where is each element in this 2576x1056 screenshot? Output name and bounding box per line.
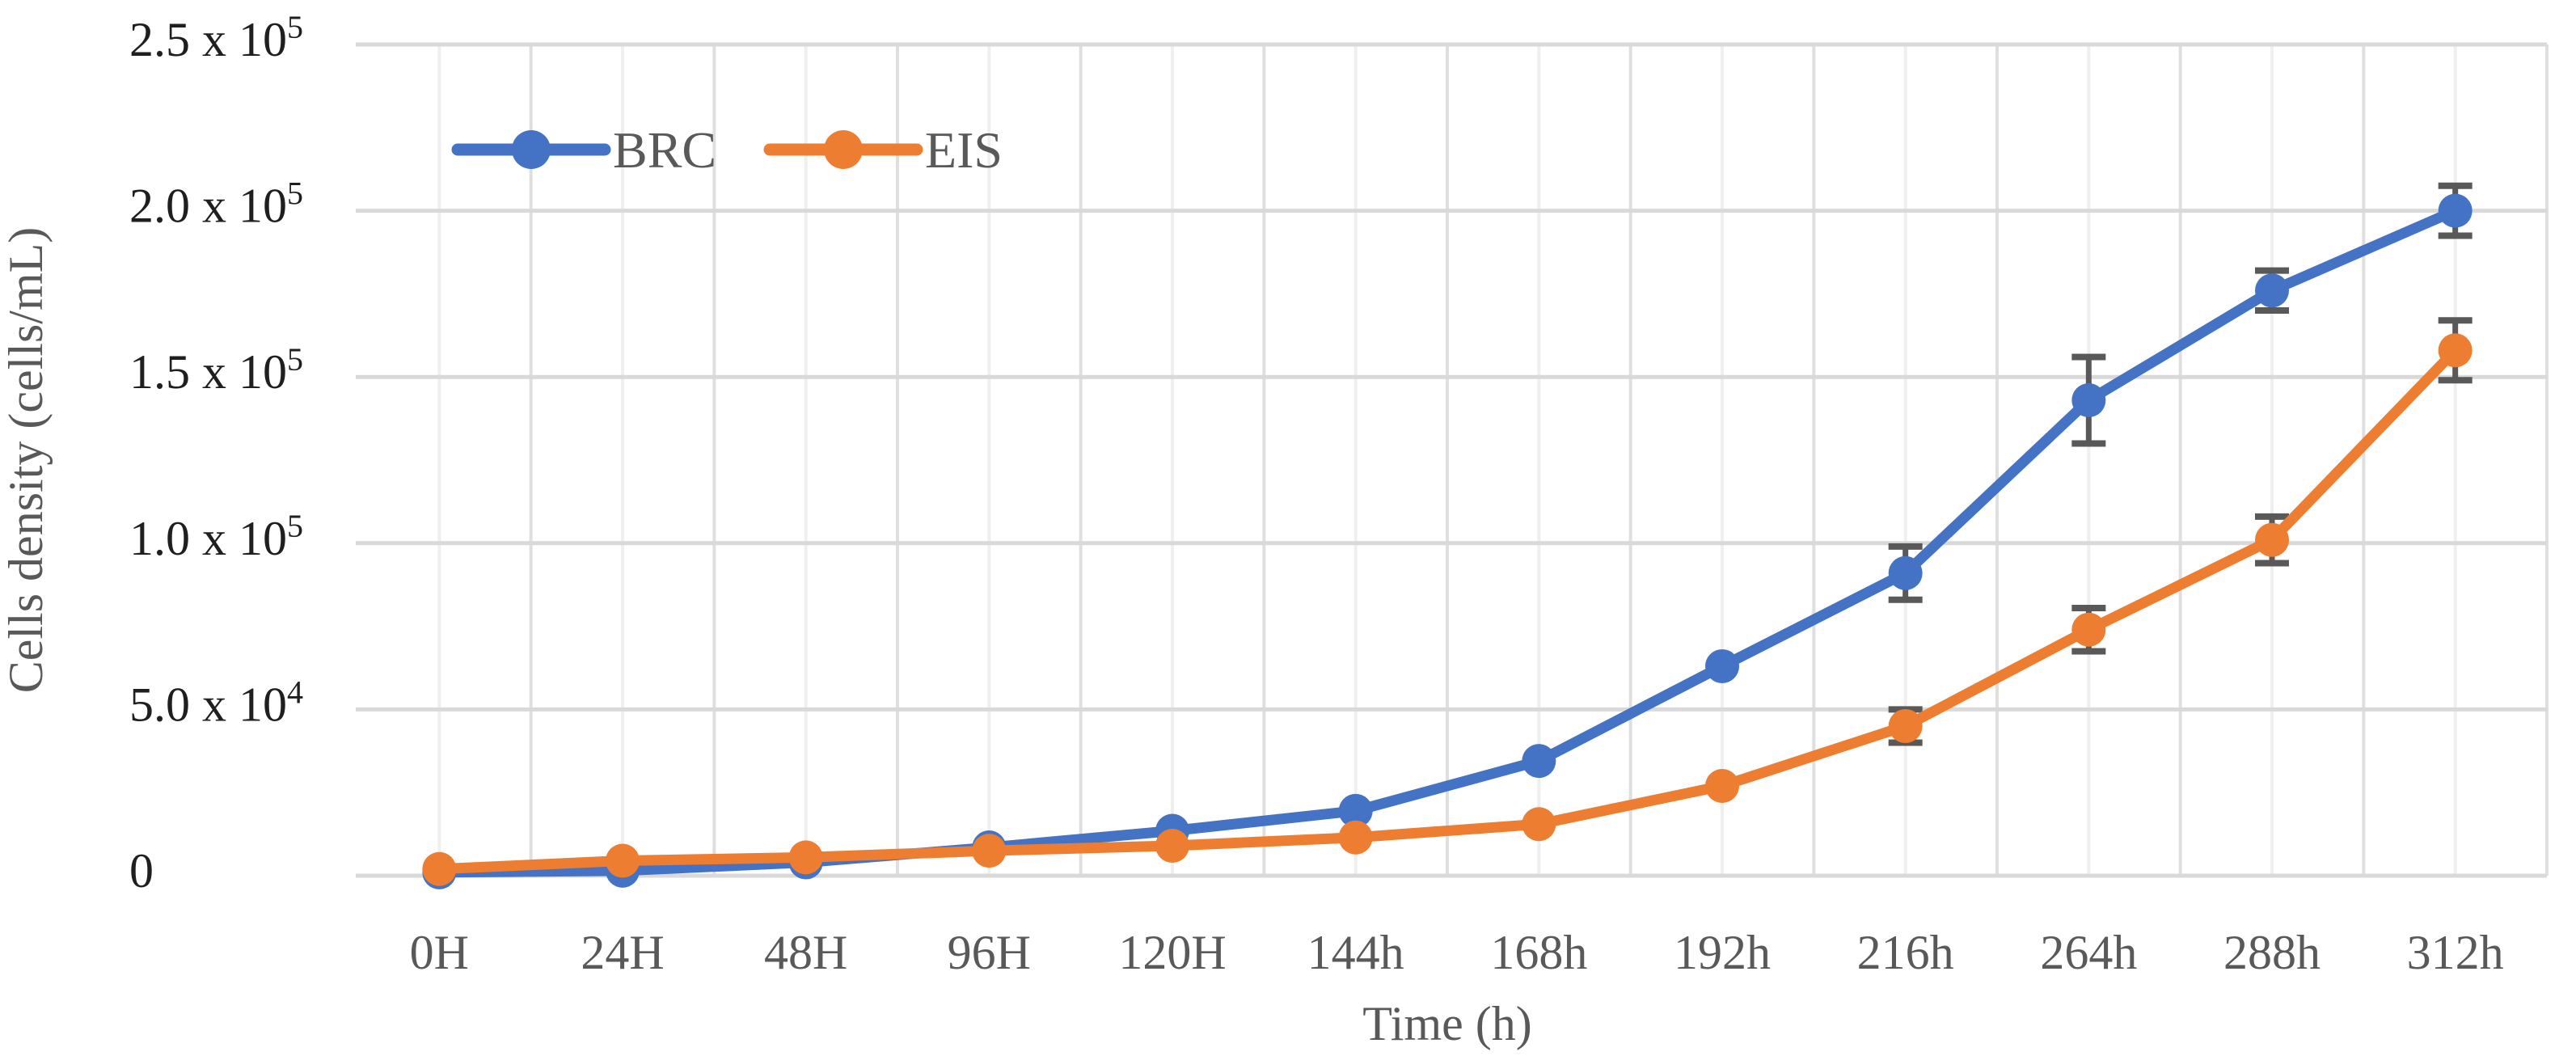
data-point-eis-192h bbox=[1705, 768, 1739, 803]
x-tick-label: 144h bbox=[1307, 926, 1404, 979]
x-axis-title: Time (h) bbox=[1362, 997, 1531, 1050]
y-axis-title: Cells density (cells/mL) bbox=[0, 227, 53, 694]
x-tick-label: 264h bbox=[2040, 926, 2137, 979]
data-point-brc-192h bbox=[1705, 648, 1739, 683]
x-tick-label: 48H bbox=[764, 926, 847, 979]
data-point-eis-264h bbox=[2071, 612, 2106, 647]
data-point-eis-216h bbox=[1888, 708, 1923, 743]
y-tick-label: 5.0 x 104 bbox=[129, 674, 303, 731]
x-tick-label: 96H bbox=[948, 926, 1031, 979]
legend: BRC EIS bbox=[451, 121, 1003, 179]
data-point-eis-96H bbox=[972, 834, 1007, 868]
data-point-eis-144h bbox=[1338, 820, 1373, 855]
data-point-brc-144h bbox=[1338, 793, 1373, 828]
x-tick-label: 312h bbox=[2407, 926, 2504, 979]
x-tick-label: 192h bbox=[1674, 926, 1771, 979]
series-line-brc bbox=[433, 205, 2461, 878]
y-tick-label: 2.5 x 105 bbox=[129, 9, 303, 66]
vertical-gridlines bbox=[437, 44, 2549, 876]
legend-label-eis: EIS bbox=[925, 121, 1003, 179]
data-point-eis-312h bbox=[2438, 333, 2473, 368]
data-point-brc-216h bbox=[1888, 555, 1923, 590]
x-axis-tick-labels: 0H 24H 48H 96H 120H 144h 168h 192h 216h 264h 288h 3… bbox=[410, 926, 2504, 979]
data-point-eis-24H bbox=[606, 843, 640, 878]
x-tick-label: 24H bbox=[581, 926, 664, 979]
y-tick-label: 1.5 x 105 bbox=[129, 341, 303, 399]
series-layer bbox=[422, 182, 2473, 889]
data-point-brc-264h bbox=[2071, 382, 2106, 417]
legend-item-eis: EIS bbox=[763, 121, 1003, 179]
data-point-eis-120H bbox=[1155, 828, 1189, 863]
horizontal-gridlines bbox=[356, 42, 2547, 878]
data-point-eis-168h bbox=[1522, 807, 1556, 842]
x-tick-label: 168h bbox=[1490, 926, 1587, 979]
data-point-eis-288h bbox=[2255, 522, 2289, 557]
x-tick-label: 216h bbox=[1857, 926, 1954, 979]
data-point-brc-288h bbox=[2255, 273, 2289, 308]
series-eis bbox=[422, 317, 2473, 886]
legend-marker-eis-icon bbox=[824, 130, 863, 169]
data-point-brc-312h bbox=[2438, 193, 2473, 228]
legend-label-brc: BRC bbox=[613, 121, 716, 179]
y-axis-tick-labels: 0 5.0 x 104 1.0 x 105 1.5 x 105 2.0 x 105 2.5… bbox=[129, 9, 303, 898]
legend-item-brc: BRC bbox=[451, 121, 716, 179]
y-tick-label: 1.0 x 105 bbox=[129, 508, 303, 565]
x-tick-label: 120H bbox=[1118, 926, 1226, 979]
x-tick-label: 0H bbox=[410, 926, 469, 979]
y-tick-label: 0 bbox=[129, 844, 154, 898]
data-point-eis-48H bbox=[788, 840, 823, 875]
series-line-eis bbox=[433, 344, 2461, 875]
legend-marker-brc-icon bbox=[512, 130, 551, 169]
data-point-eis-0H bbox=[422, 851, 457, 886]
x-tick-label: 288h bbox=[2223, 926, 2321, 979]
data-point-brc-168h bbox=[1522, 744, 1556, 779]
y-tick-label: 2.0 x 105 bbox=[129, 175, 303, 233]
